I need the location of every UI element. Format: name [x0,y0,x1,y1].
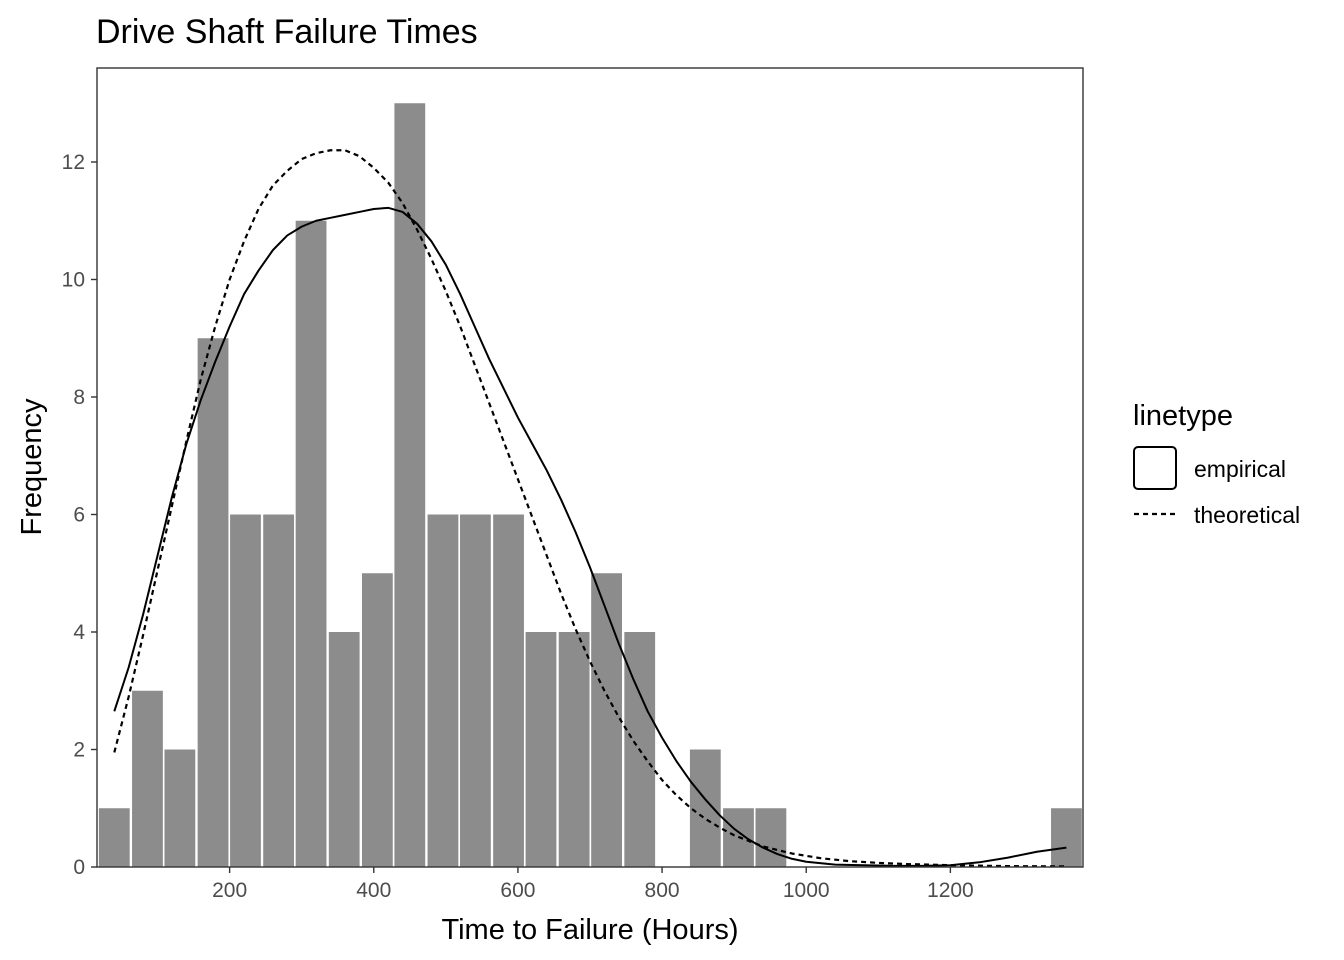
histogram-bar [558,632,590,867]
histogram-bar [361,573,393,867]
y-axis: 0 2 4 6 8 10 12 [62,151,97,879]
series-line-empirical [113,206,1067,867]
x-tick-label: 200 [212,879,247,902]
x-tick-label: 1200 [927,879,974,902]
x-tick-label: 400 [356,879,391,902]
x-axis-title: Time to Failure (Hours) [441,914,738,946]
histogram-bar [394,103,426,867]
legend-key-empirical [1133,446,1177,490]
histogram-bar [98,808,130,867]
x-tick-label: 600 [500,879,535,902]
legend-label-empirical: empirical [1194,456,1286,482]
histogram-bar [525,632,557,867]
y-tick-label: 8 [73,386,85,409]
x-tick-label: 800 [645,879,680,902]
histogram-bar [689,749,721,867]
y-tick-label: 4 [73,621,85,644]
histogram-bar [230,514,261,867]
chart-title: Drive Shaft Failure Times [96,13,478,51]
histogram-bar [197,338,229,867]
bars [98,103,1082,867]
histogram-bar [1051,808,1082,867]
histogram-bar [591,573,622,867]
y-tick-label: 12 [62,151,85,174]
y-tick-label: 2 [73,739,85,762]
histogram-bar [328,632,360,867]
histogram-bar [755,808,787,867]
y-tick-label: 10 [62,269,85,292]
histogram-bar [263,514,295,867]
histogram-bar [295,220,327,867]
histogram-bar [164,749,196,867]
y-tick-label: 6 [73,504,85,527]
legend: linetype empirical theoretical [1133,400,1300,528]
x-axis: 200 400 600 800 1000 1200 [212,867,974,902]
series-line-theoretical [113,149,1067,868]
x-tick-label: 1000 [783,879,830,902]
histogram-bar [427,514,459,867]
histogram-bar [493,514,524,867]
plot-panel [96,67,1084,868]
density-lines [113,149,1067,868]
legend-label-theoretical: theoretical [1194,502,1300,528]
legend-title: linetype [1133,400,1233,432]
histogram-bar [132,690,163,867]
panel-border [96,67,1084,868]
y-tick-label: 0 [73,856,85,879]
y-axis-title: Frequency [16,398,48,536]
histogram-bar [460,514,491,867]
